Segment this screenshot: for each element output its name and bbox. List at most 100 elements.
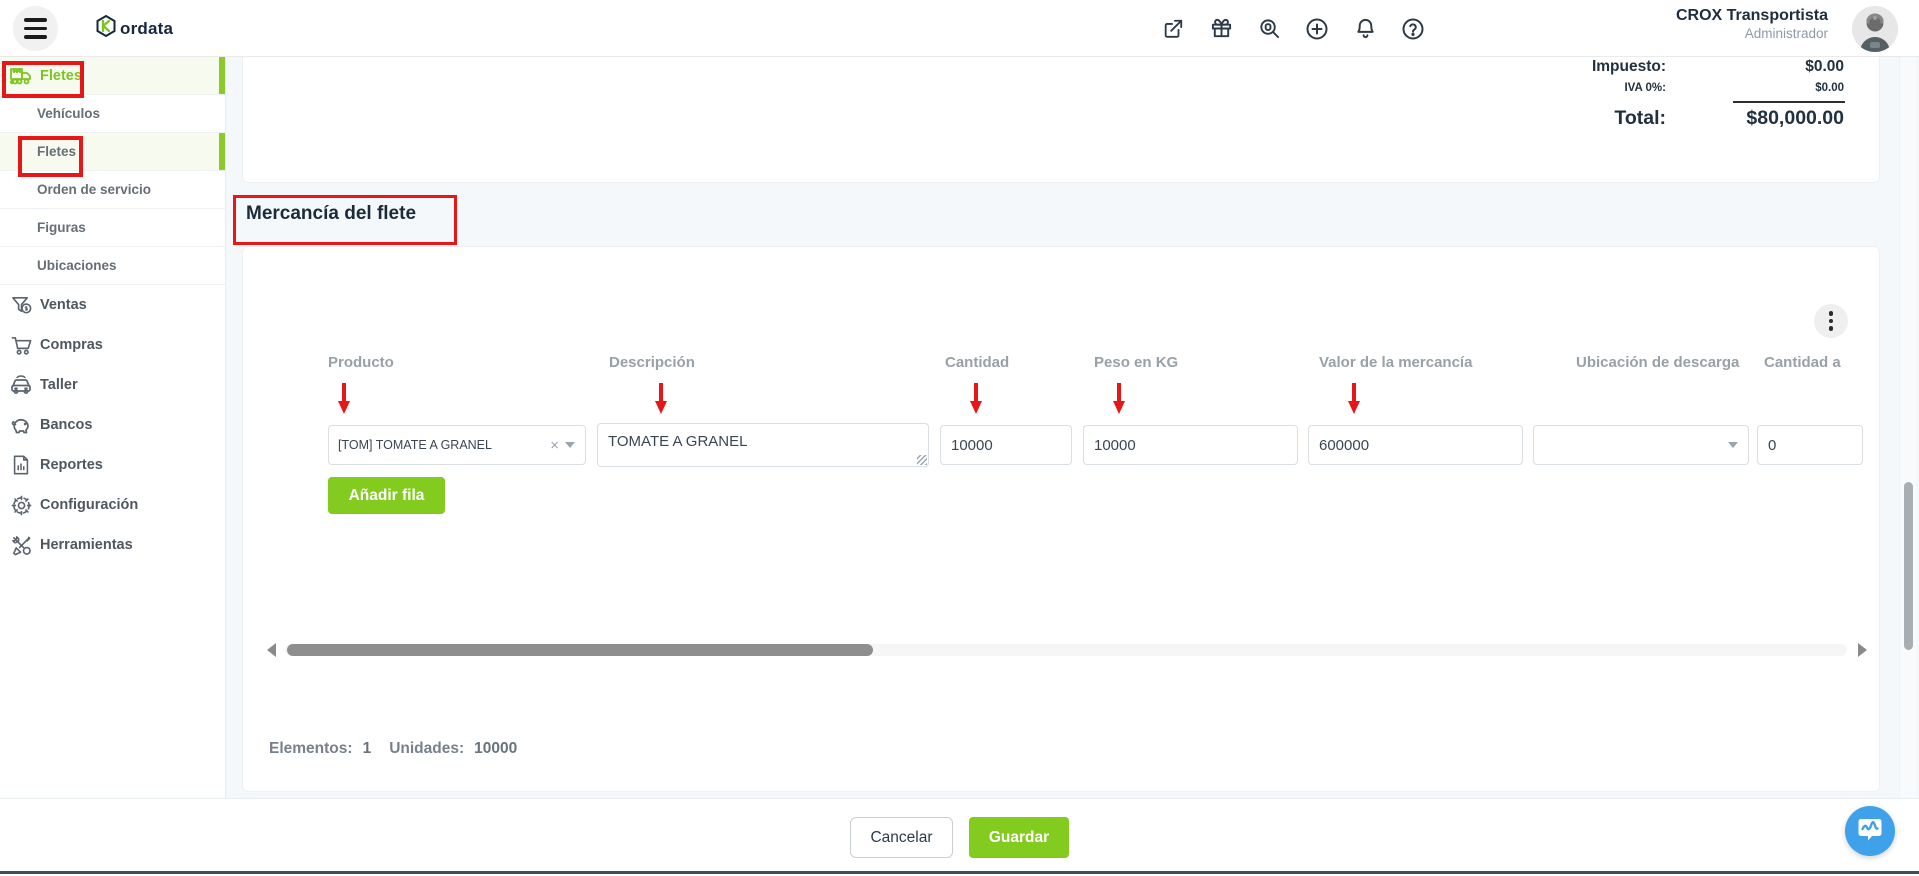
sidebar-item-fletes-main[interactable]: Fletes xyxy=(0,57,225,95)
user-role: Administrador xyxy=(1744,26,1828,41)
sidebar-item-compras[interactable]: Compras xyxy=(0,325,225,365)
column-header-valor: Valor de la mercancía xyxy=(1319,354,1473,371)
descripcion-field-wrap: TOMATE A GRANEL xyxy=(597,423,929,467)
help-icon[interactable] xyxy=(1401,17,1425,41)
totals-summary-card: Impuesto: $0.00 IVA 0%: $0.00 Total: $80… xyxy=(242,57,1880,183)
sidebar-item-fletes-sub[interactable]: Fletes xyxy=(0,133,225,171)
totals-sum-line xyxy=(1733,101,1845,103)
header-icon-group xyxy=(1161,0,1425,57)
car-icon xyxy=(9,373,33,397)
tools-icon xyxy=(9,533,33,557)
save-button[interactable]: Guardar xyxy=(969,817,1069,858)
unidades-value: 10000 xyxy=(474,740,518,757)
annotation-arrow-descripcion xyxy=(654,381,668,415)
cancel-button[interactable]: Cancelar xyxy=(850,817,953,858)
sidebar-item-label: Ubicaciones xyxy=(37,258,117,273)
top-header-bar: ordata CROX Transportista Ad xyxy=(0,0,1919,57)
user-avatar[interactable] xyxy=(1852,6,1898,52)
active-indicator-bar xyxy=(219,133,225,170)
report-icon xyxy=(9,453,33,477)
column-header-descripcion: Descripción xyxy=(609,354,695,371)
add-row-button[interactable]: Añadir fila xyxy=(328,477,445,514)
search-icon[interactable] xyxy=(1257,17,1281,41)
hamburger-menu-button[interactable] xyxy=(13,6,58,51)
column-header-cantidad-a: Cantidad a xyxy=(1764,354,1841,371)
sidebar-item-ubicaciones[interactable]: Ubicaciones xyxy=(0,247,225,285)
gift-icon[interactable] xyxy=(1209,17,1233,41)
vertical-scrollbar[interactable] xyxy=(1899,57,1916,876)
scroll-left-arrow[interactable] xyxy=(267,643,276,657)
add-circle-icon[interactable] xyxy=(1305,17,1329,41)
descripcion-textarea[interactable]: TOMATE A GRANEL xyxy=(597,423,929,467)
sidebar-item-label: Herramientas xyxy=(40,537,133,553)
bottom-action-bar: Cancelar Guardar xyxy=(0,798,1919,876)
ubicacion-descarga-select[interactable] xyxy=(1533,425,1749,465)
cantidad-a-input[interactable] xyxy=(1757,425,1863,465)
scrollbar-thumb[interactable] xyxy=(287,644,873,656)
sidebar-item-orden-de-servicio[interactable]: Orden de servicio xyxy=(0,171,225,209)
sidebar-item-ventas[interactable]: Ventas xyxy=(0,285,225,325)
unidades-label: Unidades: xyxy=(389,740,465,757)
sidebar-item-label: Compras xyxy=(40,337,103,353)
sidebar-item-taller[interactable]: Taller xyxy=(0,365,225,405)
vertical-scrollbar-thumb[interactable] xyxy=(1904,482,1913,650)
sidebar-item-bancos[interactable]: Bancos xyxy=(0,405,225,445)
iva-label: IVA 0%: xyxy=(1624,82,1666,94)
sidebar-item-label: Ventas xyxy=(40,297,87,313)
valor-input[interactable] xyxy=(1308,425,1523,465)
table-footer-stats: Elementos: 1 Unidades: 10000 xyxy=(269,740,517,758)
sidebar-item-label: Orden de servicio xyxy=(37,182,152,197)
sidebar-item-label: Bancos xyxy=(40,417,93,433)
column-header-ubicacion: Ubicación de descarga xyxy=(1576,354,1740,371)
producto-select[interactable]: [TOM] TOMATE A GRANEL × xyxy=(328,425,586,465)
clear-selection-icon[interactable]: × xyxy=(550,436,559,454)
kordata-logo-icon xyxy=(94,14,118,43)
total-value: $80,000.00 xyxy=(1746,107,1844,129)
notifications-bell-icon[interactable] xyxy=(1353,17,1377,41)
active-indicator-bar xyxy=(219,57,225,94)
sidebar-item-reportes[interactable]: Reportes xyxy=(0,445,225,485)
sidebar-item-figuras[interactable]: Figuras xyxy=(0,209,225,247)
annotation-arrow-valor xyxy=(1347,381,1361,415)
page-title: Mercancía del flete xyxy=(246,203,417,224)
total-label: Total: xyxy=(1614,107,1666,129)
elementos-label: Elementos: xyxy=(269,740,353,757)
horizontal-scrollbar xyxy=(267,642,1867,658)
column-header-producto: Producto xyxy=(328,354,394,371)
peso-input[interactable] xyxy=(1083,425,1298,465)
window-bottom-edge xyxy=(0,871,1919,874)
sidebar-item-label: Configuración xyxy=(40,497,139,513)
annotation-arrow-cantidad xyxy=(969,381,983,415)
sidebar-item-configuracion[interactable]: Configuración xyxy=(0,485,225,525)
chevron-down-icon[interactable] xyxy=(1728,442,1738,448)
impuesto-value: $0.00 xyxy=(1805,58,1844,75)
user-info[interactable]: CROX Transportista Administrador xyxy=(1676,6,1828,43)
sidebar-item-herramientas[interactable]: Herramientas xyxy=(0,525,225,565)
sidebar-item-label: Fletes xyxy=(40,67,82,84)
sidebar-item-label: Vehículos xyxy=(37,106,101,121)
sidebar-item-label: Fletes xyxy=(37,144,77,159)
chevron-down-icon[interactable] xyxy=(565,442,575,448)
external-link-icon[interactable] xyxy=(1161,17,1185,41)
piggy-bank-icon xyxy=(9,413,33,437)
scroll-right-arrow[interactable] xyxy=(1858,643,1867,657)
sidebar-item-label: Figuras xyxy=(37,220,86,235)
iva-value: $0.00 xyxy=(1815,82,1844,94)
truck-icon xyxy=(9,64,33,88)
column-header-peso: Peso en KG xyxy=(1094,354,1179,371)
sidebar-item-vehiculos[interactable]: Vehículos xyxy=(0,95,225,133)
funnel-dollar-icon xyxy=(9,293,33,317)
cart-icon xyxy=(9,333,33,357)
cantidad-input[interactable] xyxy=(940,425,1072,465)
resize-handle[interactable] xyxy=(917,455,927,465)
kordata-logo-text: ordata xyxy=(120,18,174,38)
elementos-value: 1 xyxy=(362,740,372,757)
kordata-logo[interactable]: ordata xyxy=(94,14,173,43)
user-name: CROX Transportista xyxy=(1675,7,1828,24)
impuesto-label: Impuesto: xyxy=(1591,58,1666,75)
mercancia-card: Producto Descripción Cantidad Peso en KG… xyxy=(242,246,1880,792)
kebab-menu-button[interactable] xyxy=(1814,304,1848,338)
chat-bubble-icon xyxy=(1855,814,1885,849)
column-header-cantidad: Cantidad xyxy=(945,354,1010,371)
chat-widget-button[interactable] xyxy=(1845,806,1895,856)
